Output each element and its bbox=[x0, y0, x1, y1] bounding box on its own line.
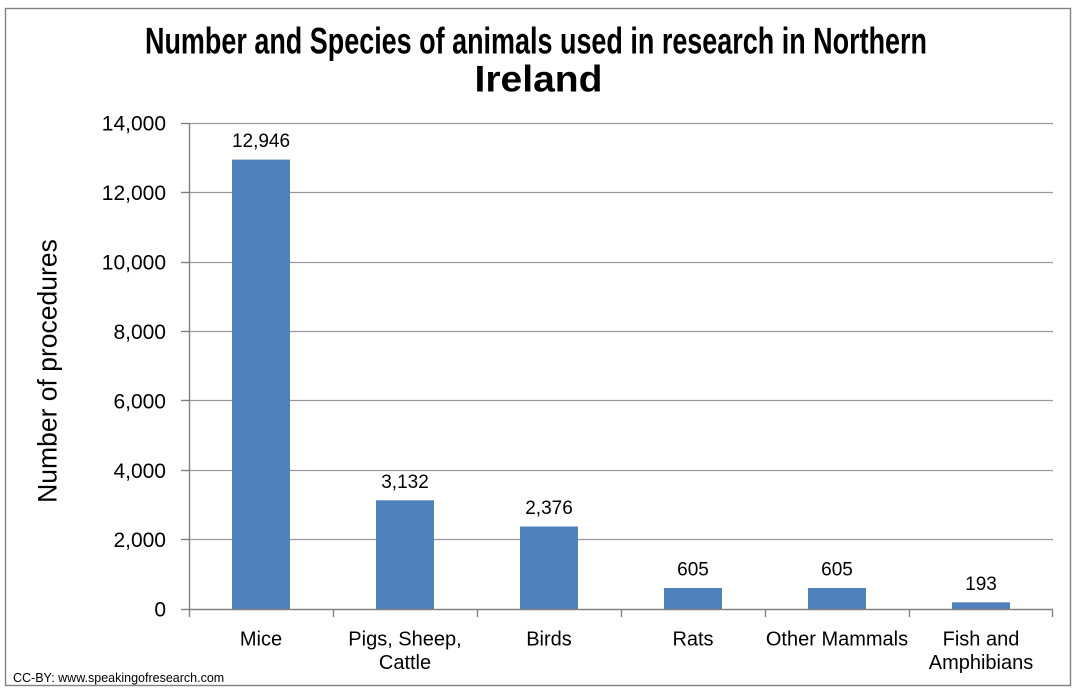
svg-text:Other Mammals: Other Mammals bbox=[766, 629, 908, 651]
svg-text:Fish and: Fish and bbox=[943, 629, 1020, 651]
svg-text:605: 605 bbox=[821, 560, 853, 581]
svg-text:3,132: 3,132 bbox=[381, 472, 429, 493]
svg-text:2,000: 2,000 bbox=[113, 529, 166, 552]
svg-text:Birds: Birds bbox=[526, 629, 572, 651]
svg-text:Rats: Rats bbox=[672, 629, 713, 651]
svg-text:14,000: 14,000 bbox=[102, 113, 166, 136]
svg-text:12,946: 12,946 bbox=[232, 131, 290, 152]
svg-text:6,000: 6,000 bbox=[113, 390, 166, 413]
svg-text:4,000: 4,000 bbox=[113, 460, 166, 483]
svg-text:Amphibians: Amphibians bbox=[929, 652, 1034, 674]
svg-text:Cattle: Cattle bbox=[379, 652, 431, 674]
svg-text:Mice: Mice bbox=[240, 629, 282, 651]
svg-text:193: 193 bbox=[965, 574, 997, 595]
svg-text:8,000: 8,000 bbox=[113, 321, 166, 344]
svg-text:CC-BY: www.speakingofresearch.: CC-BY: www.speakingofresearch.com bbox=[13, 671, 224, 685]
svg-text:605: 605 bbox=[677, 560, 709, 581]
svg-text:2,376: 2,376 bbox=[525, 498, 573, 519]
svg-text:Pigs, Sheep,: Pigs, Sheep, bbox=[348, 629, 461, 651]
svg-text:Ireland: Ireland bbox=[475, 59, 603, 100]
svg-text:0: 0 bbox=[154, 599, 166, 622]
svg-text:Number of procedures: Number of procedures bbox=[33, 239, 63, 503]
svg-text:10,000: 10,000 bbox=[102, 252, 166, 275]
svg-text:12,000: 12,000 bbox=[102, 182, 166, 205]
svg-text:Number and Species of animals: Number and Species of animals used in re… bbox=[145, 21, 927, 62]
